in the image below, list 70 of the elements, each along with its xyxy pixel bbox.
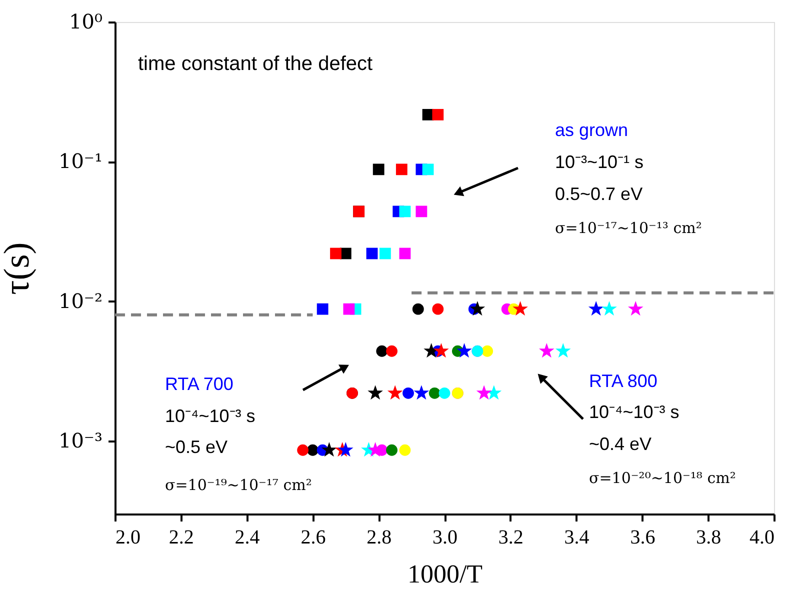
x-tick-label: 4.0 [750,526,774,548]
point [368,385,383,400]
x-tick-label: 3.2 [498,526,524,548]
point [396,164,408,176]
x-tick-label: 2.6 [300,526,326,548]
point [538,343,554,358]
point [399,444,411,456]
annotation: RTA 800 [589,371,658,391]
point [628,301,644,316]
point [476,385,492,400]
y-tick-label: 10⁻¹ [58,149,102,174]
point [338,442,354,457]
annotation: RTA 700 [165,374,234,394]
point [512,301,528,316]
point [486,385,502,400]
point [386,345,398,357]
point [402,387,414,399]
point [399,248,411,260]
x-tick-label: 3.8 [696,526,722,548]
y-tick-label: 10⁻³ [58,428,102,452]
point [316,303,328,315]
point [470,301,486,316]
point [387,385,403,400]
x-axis-title: 1000/T [407,560,483,588]
point [366,248,378,260]
y-axis-title: τ(s) [0,242,36,295]
point [399,206,411,218]
y-tick-label: 10⁻² [58,288,102,313]
point [424,343,439,358]
point [343,303,355,315]
annotation: σ=10⁻¹⁹~10⁻¹⁷ cm² [165,476,312,494]
point [482,345,494,357]
point [588,301,604,316]
annotation: 10⁻³~10⁻¹ s [555,152,644,172]
point [372,164,384,176]
point [376,345,388,357]
point [422,164,434,176]
x-tick-label: 2.8 [366,526,392,548]
annotation: σ=10⁻²⁰~10⁻¹⁸ cm² [589,469,736,487]
point [297,444,309,456]
x-tick-label: 2.2 [168,526,194,548]
point [438,387,450,399]
point [322,442,337,457]
point [414,385,430,400]
annotation: time constant of the defect [138,53,374,75]
point [602,301,617,316]
annotation: σ=10⁻¹⁷~10⁻¹³ cm² [555,219,702,237]
point [555,343,571,358]
point [428,387,440,399]
annotation: ~0.4 eV [589,434,652,454]
annotation: as grown [555,120,628,140]
annotation: 0.5~0.7 eV [555,184,643,204]
point [416,206,428,218]
point [379,248,391,260]
x-tick-label: 3.0 [432,526,458,548]
y-tick-label: 10⁰ [69,10,102,34]
x-tick-label: 3.4 [564,526,590,548]
point [434,343,449,358]
annotation: 10⁻⁴~10⁻³ s [589,402,680,422]
point [412,303,424,315]
annotation: ~0.5 eV [165,437,228,457]
x-tick-label: 2.0 [116,526,140,548]
point [330,248,342,260]
x-tick-label: 2.4 [234,526,260,548]
annotation: 10⁻⁴~10⁻³ s [165,406,256,426]
point [432,108,444,120]
point [386,444,398,456]
point [432,303,444,315]
point [456,343,472,358]
x-tick-label: 3.6 [630,526,656,548]
